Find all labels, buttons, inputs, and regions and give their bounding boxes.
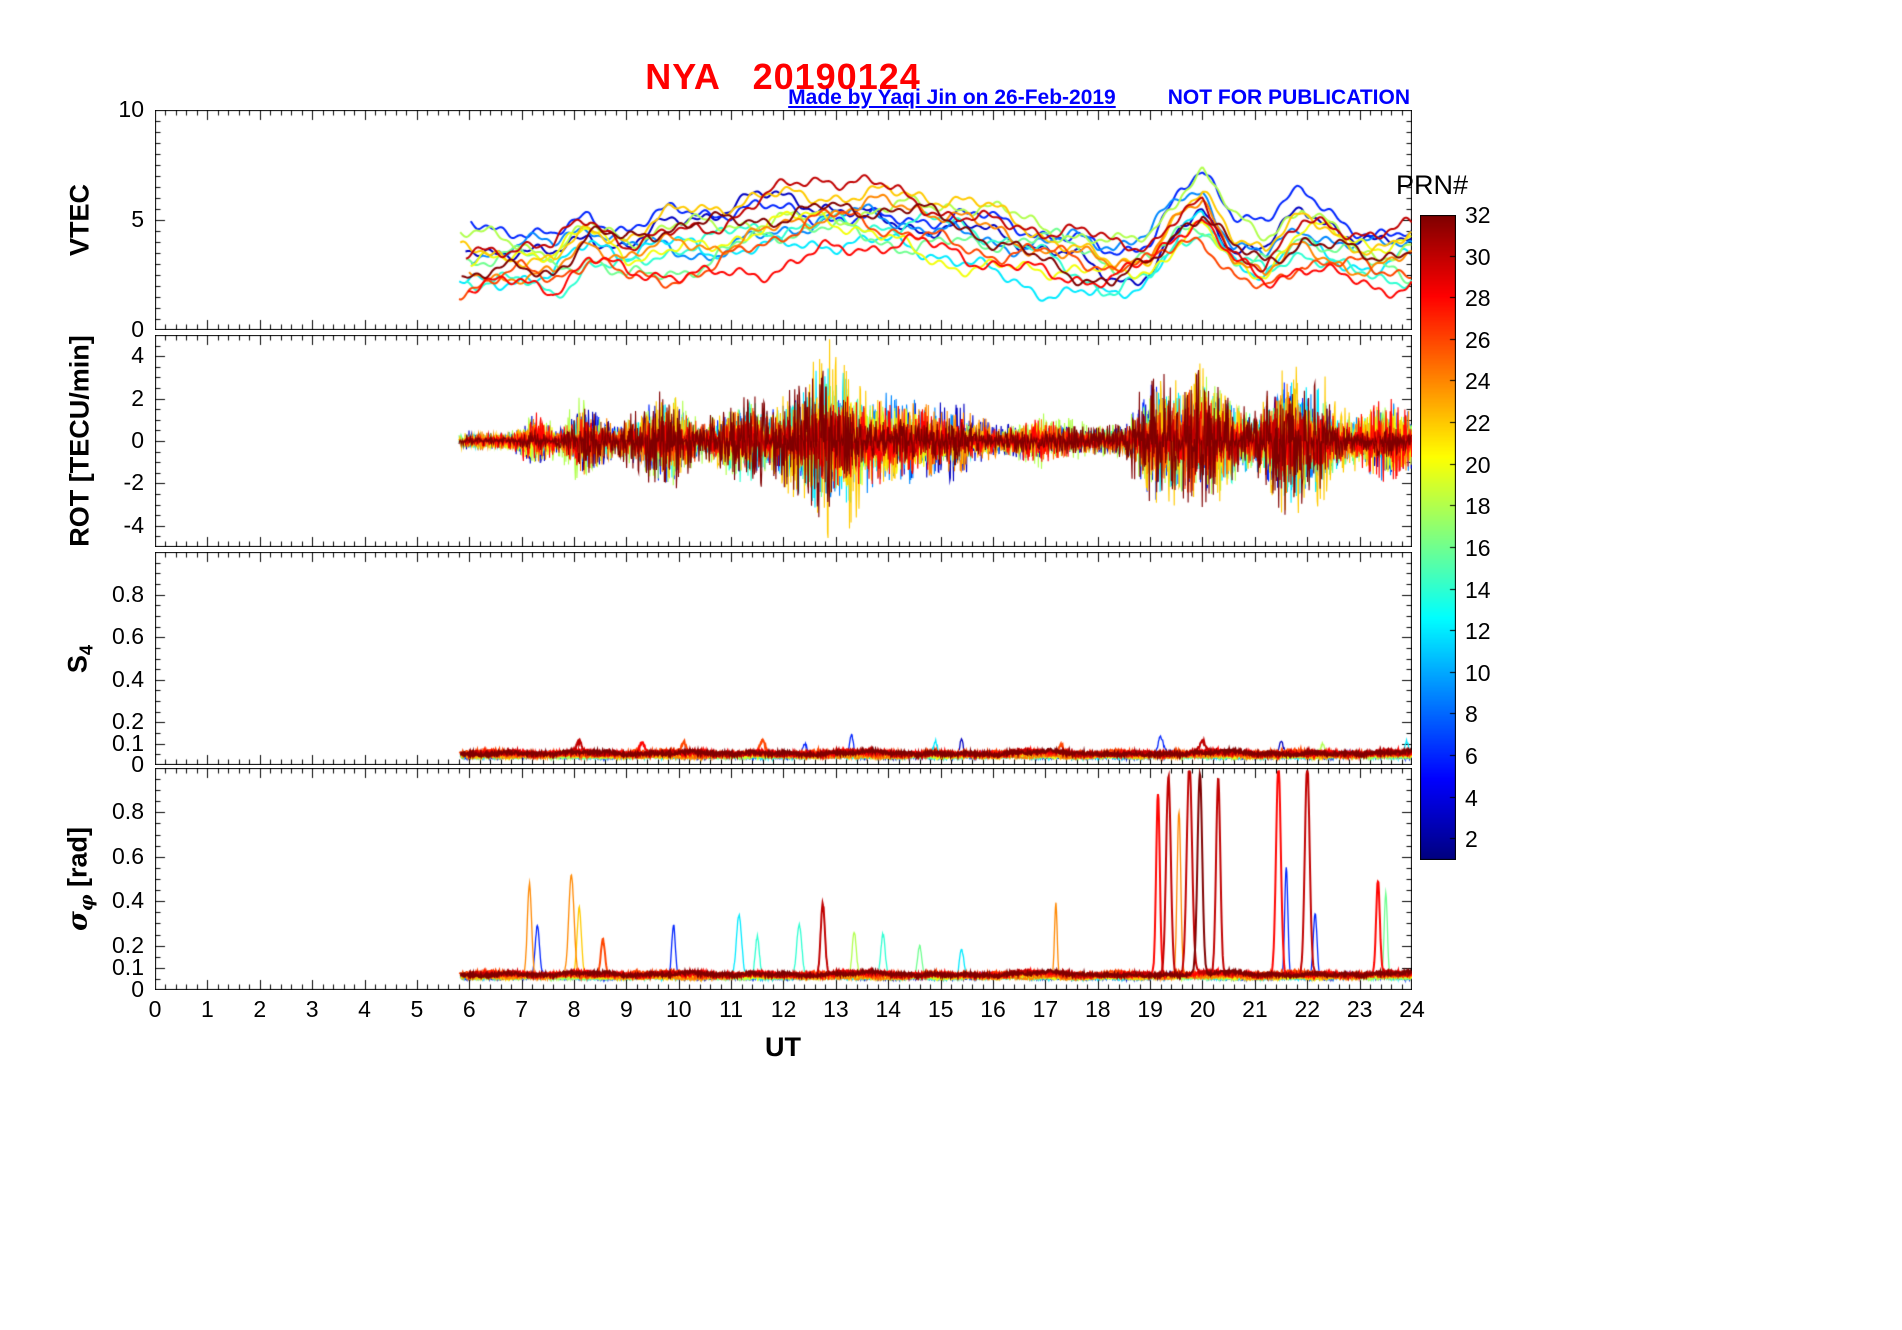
colorbar-tick-label: 32 xyxy=(1465,202,1491,228)
x-tick-label: 22 xyxy=(1294,996,1321,1022)
x-tick-label: 0 xyxy=(148,996,162,1022)
colorbar-tick-label: 18 xyxy=(1465,493,1491,520)
y-tick-label: 0.8 xyxy=(112,580,144,607)
x-tick-label: 20 xyxy=(1189,996,1216,1022)
x-tick-label: 8 xyxy=(567,996,581,1022)
y-tick-label: 0.1 xyxy=(112,729,144,756)
y-tick-label: 0.4 xyxy=(112,887,144,914)
x-tick-label: 19 xyxy=(1137,996,1163,1022)
colorbar-tick-label: 26 xyxy=(1465,326,1491,353)
y-tick-label: -2 xyxy=(123,469,144,496)
y-tick-label: 5 xyxy=(131,206,144,232)
y-tick-label: 0 xyxy=(131,316,144,342)
colorbar-tick-label: 2 xyxy=(1465,826,1478,853)
credit-text: Made by Yaqi Jin on 26-Feb-2019 xyxy=(788,86,1116,109)
x-tick-label: 21 xyxy=(1242,996,1268,1022)
y-tick-label: 0 xyxy=(131,976,144,1002)
colorbar-tick-label: 28 xyxy=(1465,285,1491,312)
colorbar-tick-label: 8 xyxy=(1465,701,1478,728)
x-tick-label: 17 xyxy=(1032,996,1059,1022)
y-tick-label: 0.4 xyxy=(112,665,144,692)
watermark-text: NOT FOR PUBLICATION xyxy=(1167,86,1410,109)
y-tick-label: 0.6 xyxy=(112,623,144,650)
x-tick-label: 15 xyxy=(927,996,954,1022)
x-tick-label: 3 xyxy=(305,996,319,1022)
annotation-line: Made by Yaqi Jin on 26-Feb-2019 NOT FOR P… xyxy=(788,86,1410,110)
y-tick-label: 2 xyxy=(131,384,144,411)
y-tick-label: 0.2 xyxy=(112,708,144,735)
colorbar-tick-label: 22 xyxy=(1465,410,1491,437)
rot-panel-canvas xyxy=(155,335,1412,547)
y-tick-label: 0.6 xyxy=(112,842,144,869)
colorbar-tick-label: 30 xyxy=(1465,243,1491,270)
x-tick-label: 2 xyxy=(253,996,267,1022)
colorbar xyxy=(1420,215,1456,860)
x-tick-label: 1 xyxy=(200,996,214,1022)
x-tick-label: 10 xyxy=(665,996,692,1022)
colorbar-tick-label: 20 xyxy=(1465,451,1491,478)
colorbar-tick-label: 16 xyxy=(1465,534,1491,561)
y-tick-label: 0 xyxy=(131,427,144,453)
x-tick-label: 23 xyxy=(1346,996,1373,1022)
x-tick-label: 12 xyxy=(770,996,797,1022)
y-tick-label: 0.2 xyxy=(112,931,144,958)
y-tick-label: 10 xyxy=(118,96,144,122)
chart-title: NYA 20190124 xyxy=(645,56,921,97)
colorbar-tick-label: 12 xyxy=(1465,618,1491,645)
x-tick-label: 18 xyxy=(1084,996,1111,1022)
x-tick-label: 6 xyxy=(462,996,476,1022)
colorbar-tick-label: 6 xyxy=(1465,742,1478,769)
vtec-panel-canvas xyxy=(155,110,1412,330)
s4-panel-canvas xyxy=(155,552,1412,765)
y-tick-label: 0 xyxy=(131,751,144,777)
y-tick-label: 0.8 xyxy=(112,798,144,825)
colorbar-tick-label: 10 xyxy=(1465,659,1491,686)
x-tick-label: 24 xyxy=(1399,996,1425,1022)
colorbar-tick-label: 14 xyxy=(1465,576,1491,603)
colorbar-tick-label: 4 xyxy=(1465,784,1478,811)
colorbar-label: PRN# xyxy=(1396,170,1469,200)
x-tick-label: 13 xyxy=(823,996,849,1022)
y-tick-label: 0.1 xyxy=(112,953,144,980)
x-tick-label: 5 xyxy=(410,996,424,1022)
x-tick-label: 7 xyxy=(515,996,529,1022)
y-tick-label: 4 xyxy=(131,342,144,369)
y-tick-label: -4 xyxy=(123,511,144,538)
xaxis-label: UT xyxy=(765,1032,801,1062)
x-tick-label: 9 xyxy=(619,996,633,1022)
x-tick-label: 11 xyxy=(719,996,744,1022)
x-tick-label: 14 xyxy=(875,996,902,1022)
x-tick-label: 16 xyxy=(980,996,1006,1022)
x-tick-label: 4 xyxy=(358,996,371,1022)
colorbar-tick-label: 24 xyxy=(1465,368,1491,395)
sigma-phi-panel-canvas xyxy=(155,768,1412,990)
